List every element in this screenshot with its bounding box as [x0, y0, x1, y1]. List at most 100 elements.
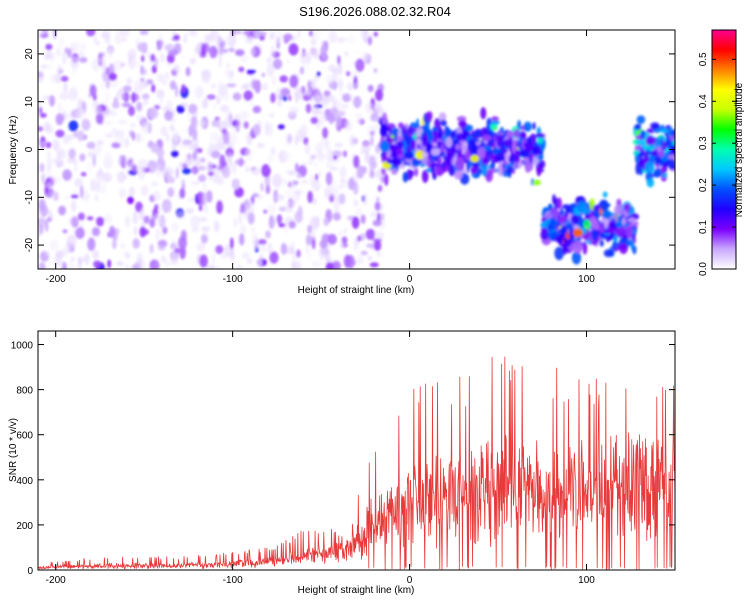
spectrogram-blob [279, 75, 288, 83]
spectrogram-blob [556, 197, 562, 210]
spectrogram-blob [212, 103, 217, 109]
spectrogram-blob [603, 249, 614, 258]
spectrogram-blob [417, 143, 421, 150]
spectrogram-blob [70, 56, 80, 70]
spectrogram-blob [231, 162, 237, 174]
spectrogram-blob [260, 182, 264, 192]
spectrogram-blob [415, 149, 425, 160]
spectrogram-blob [39, 162, 45, 173]
spectrogram-blob [216, 119, 220, 129]
spectrogram-blob [89, 84, 97, 97]
spectrogram-blob [49, 74, 57, 83]
spectrogram-blob [159, 214, 166, 229]
spectrogram-blob [340, 103, 349, 110]
spectrogram-blob [362, 192, 368, 207]
spectrogram-blob [159, 95, 163, 105]
x-tick-label: 100 [578, 274, 595, 285]
spectrogram-blob [224, 37, 232, 43]
spectrogram-blob [376, 251, 381, 257]
spectrogram-blob [137, 42, 147, 52]
spectrogram-blob [201, 99, 207, 109]
spectrogram-blob [558, 227, 569, 235]
spectrogram-blob [61, 51, 67, 65]
spectrogram-blob [434, 118, 441, 130]
spectrogram-blob [86, 227, 91, 238]
spectrogram-blob [235, 119, 243, 129]
snr-x-ticks: -200 -100 0 100 [46, 331, 595, 586]
spectrogram-blob [656, 146, 662, 153]
spectrogram-blob [573, 240, 583, 254]
spectrogram-blob [62, 169, 72, 181]
spectrogram-blob [367, 84, 374, 92]
spectrogram-blob [300, 66, 304, 75]
spectrogram-blob [163, 170, 173, 175]
snr-series-line [38, 356, 675, 570]
spectrogram-blob [226, 83, 237, 88]
spectrogram-blob [210, 83, 216, 89]
spectrogram-blob [332, 260, 341, 269]
spectrogram-blob [225, 147, 234, 158]
spectrogram-blob [355, 58, 365, 72]
spectrogram-blob [356, 118, 363, 124]
spectrogram-blob [197, 216, 208, 223]
spectrogram-blob [191, 227, 200, 233]
spectrogram-blob [103, 213, 113, 224]
spectrogram-blob [171, 150, 179, 158]
spectrogram-blob [383, 149, 387, 162]
spectrogram-blob [343, 254, 351, 268]
spectrogram-blob [277, 124, 285, 130]
spectrogram-blob [176, 105, 185, 114]
spectrogram-blob [346, 35, 355, 44]
spectrogram-blob [353, 155, 360, 169]
spectrogram-blob [552, 230, 560, 237]
spectrogram-blob [181, 53, 185, 61]
spectrogram-blob [445, 152, 452, 166]
spectrogram-blob [92, 154, 96, 167]
spectrogram-blob [397, 153, 404, 159]
spectrogram-blob [339, 178, 347, 184]
spectrogram-blob [131, 164, 138, 173]
spectrogram-blob [188, 145, 193, 150]
spectrogram-blob [196, 242, 206, 252]
spectrogram-blob [38, 137, 41, 142]
spectrogram-blob [513, 129, 520, 138]
spectrogram-blob [474, 130, 481, 136]
spectrogram-blob [283, 223, 290, 234]
spectrogram-blob [58, 37, 65, 46]
spectrogram-blob [251, 227, 255, 232]
spectrogram-blob [379, 123, 389, 138]
colorbar-tick-label: 0.5 [698, 52, 709, 66]
spectrogram-blob [305, 103, 312, 114]
spectrogram-blob [570, 214, 580, 225]
spectrogram-blob [46, 157, 52, 172]
spectrogram-blob [154, 60, 159, 69]
spectrogram-blob [369, 211, 379, 218]
spectrogram-blob [163, 260, 171, 267]
spectrogram-blob [646, 178, 655, 188]
spectrogram-blob [132, 238, 140, 249]
spectrogram-blob [265, 230, 271, 239]
spectrogram-blob [217, 80, 224, 92]
spectrogram-blob [109, 225, 116, 238]
spectrogram-blob [175, 167, 179, 179]
spectrogram-blob [280, 242, 287, 255]
spectrogram-blob [372, 219, 382, 227]
spectrogram-blob [276, 214, 283, 225]
spectrogram-blob [238, 233, 245, 246]
spectrogram-blob [131, 131, 136, 141]
spectrogram-blob [323, 90, 331, 97]
spectrogram-blob [139, 208, 145, 221]
y-tick-label: -10 [24, 190, 35, 205]
spectrogram-blob [155, 228, 160, 242]
spectrogram-blob [653, 149, 658, 156]
spectrogram-blob [311, 236, 316, 250]
spectrogram-blob [243, 121, 249, 129]
spectrogram-blob [132, 211, 138, 225]
spectrogram-blob [232, 92, 242, 101]
spectrogram-blob [616, 220, 624, 228]
spectrogram-blob [149, 243, 154, 254]
spectrogram-blob [464, 150, 471, 162]
spectrogram-blob [162, 226, 168, 235]
spectrogram-blob [369, 170, 375, 179]
